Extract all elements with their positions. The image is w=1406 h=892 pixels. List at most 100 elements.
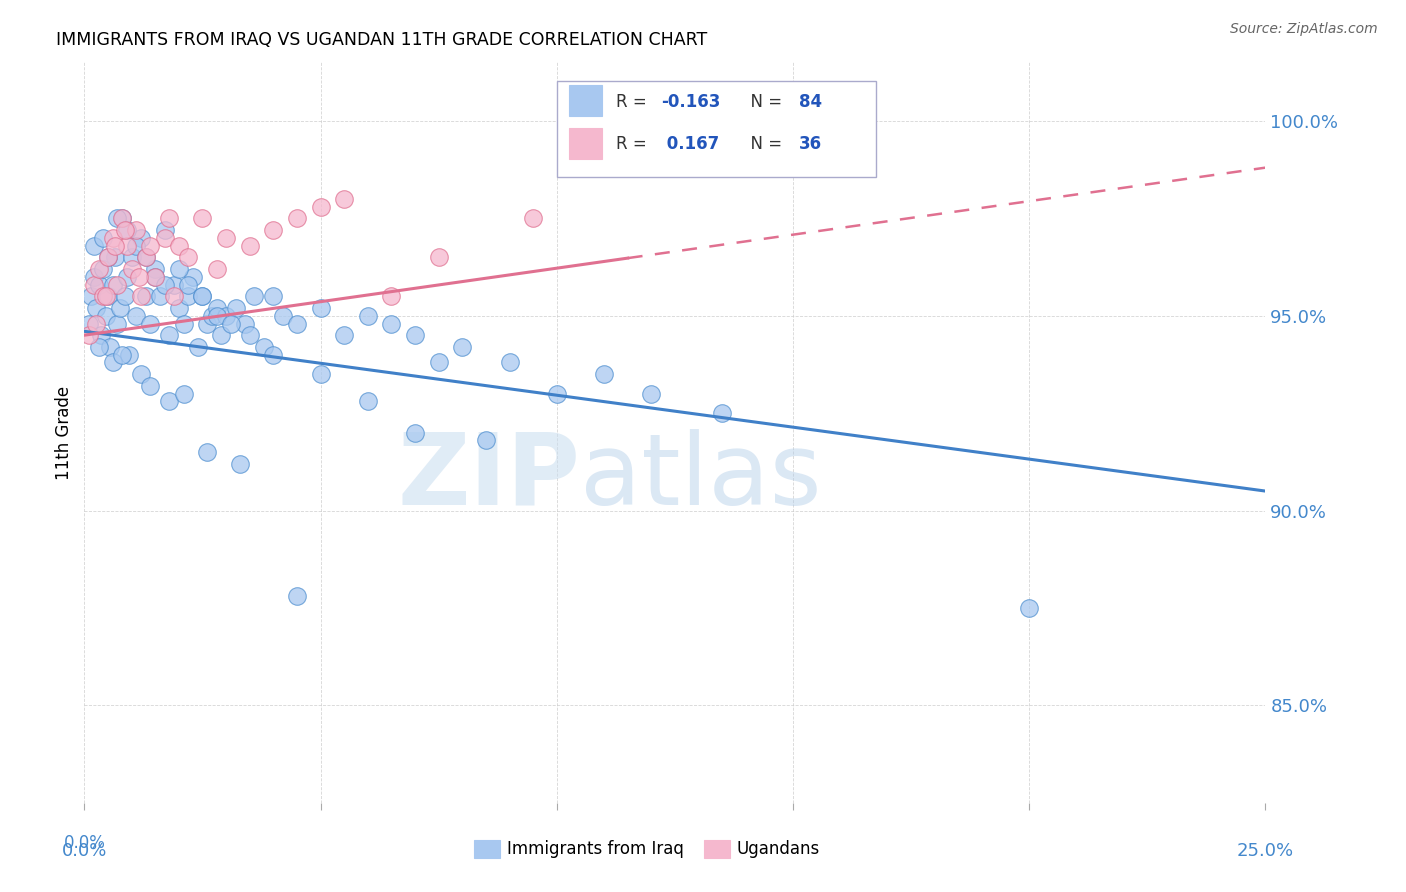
Point [149,289,172,303]
Point [427,250,450,264]
Point [115,238,138,252]
Point [239,328,262,343]
Point [121,262,143,277]
Point [215,231,238,245]
Point [139,238,162,252]
Text: 0.167: 0.167 [661,135,718,153]
Point [108,301,131,315]
Point [167,301,190,315]
Text: Immigrants from Iraq: Immigrants from Iraq [508,839,685,858]
Text: R =: R = [616,93,652,111]
Point [121,250,143,264]
Point [243,289,266,303]
Point [205,262,228,277]
Point [451,340,474,354]
Point [98,340,121,354]
Point [107,317,129,331]
Point [177,277,200,292]
Point [87,340,110,354]
Point [83,238,105,252]
Point [157,328,180,343]
Point [177,289,200,303]
Text: -0.163: -0.163 [661,93,720,111]
Text: N =: N = [740,93,787,111]
Point [229,457,252,471]
Point [201,309,224,323]
Point [114,223,136,237]
Point [593,367,616,381]
Point [125,309,148,323]
Bar [474,840,501,858]
Point [87,277,110,292]
Point [262,223,284,237]
Point [153,231,176,245]
Point [191,211,214,226]
Point [107,211,129,226]
Text: 36: 36 [799,135,823,153]
Point [498,355,520,369]
Point [205,309,228,323]
Point [91,231,114,245]
Point [115,223,138,237]
Point [209,328,232,343]
Point [167,238,190,252]
Point [233,317,256,331]
Point [262,289,284,303]
Point [357,394,380,409]
Point [129,289,152,303]
Text: 0.0%: 0.0% [63,834,105,852]
Point [711,406,734,420]
Point [80,289,103,303]
Point [91,262,114,277]
Point [167,262,190,277]
Point [380,317,402,331]
Point [125,223,148,237]
Point [404,425,426,440]
Point [271,309,294,323]
Point [357,309,380,323]
Point [128,269,150,284]
Point [84,317,107,331]
Point [173,386,195,401]
Point [239,238,262,252]
Point [173,317,195,331]
Point [253,340,276,354]
Point [1018,601,1040,615]
Point [125,238,148,252]
Point [157,211,180,226]
Point [83,269,105,284]
Point [309,200,332,214]
Text: R =: R = [616,135,652,153]
Point [94,289,117,303]
Point [225,301,247,315]
Point [135,289,157,303]
Point [205,301,228,315]
Point [101,355,124,369]
Point [404,328,426,343]
Point [83,277,105,292]
Point [187,340,209,354]
Point [118,348,141,362]
Point [616,114,638,128]
Point [91,289,114,303]
Point [191,289,214,303]
Point [163,289,186,303]
Point [157,394,180,409]
Point [143,269,166,284]
Point [104,250,127,264]
Point [97,289,120,303]
Point [640,386,662,401]
Point [111,211,134,226]
Point [309,301,332,315]
Point [97,250,120,264]
Point [135,250,157,264]
Point [135,250,157,264]
Text: 0.0%: 0.0% [62,842,107,860]
Point [143,262,166,277]
Point [107,277,129,292]
Text: N =: N = [740,135,787,153]
Point [522,211,544,226]
Point [262,348,284,362]
Point [195,317,218,331]
Point [427,355,450,369]
